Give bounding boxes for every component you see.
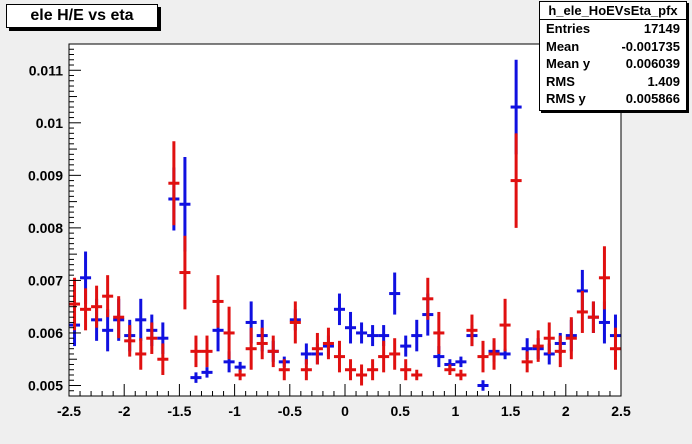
data-point-red — [333, 340, 345, 373]
stats-label: RMS — [546, 73, 575, 89]
data-point-red — [245, 327, 257, 370]
y-tick-label: 0.006 — [28, 325, 63, 341]
data-point-blue — [455, 356, 467, 368]
x-tick-label: 1 — [452, 403, 460, 419]
data-point-red — [102, 275, 114, 318]
data-point-red — [554, 335, 566, 368]
data-point-red — [267, 335, 279, 368]
x-tick-label: 2.5 — [611, 403, 631, 419]
data-point-blue — [400, 335, 412, 357]
stats-row-mean-y: Mean y 0.006039 — [540, 55, 686, 73]
y-tick-label: 0.005 — [28, 377, 63, 393]
data-point-red — [510, 133, 522, 228]
data-point-blue — [201, 367, 213, 378]
stats-row-rms: RMS 1.409 — [540, 73, 686, 91]
data-point-red — [311, 332, 323, 365]
data-point-red — [400, 359, 412, 381]
x-tick-label: 0 — [341, 403, 349, 419]
data-point-red — [289, 301, 301, 344]
data-point-blue — [356, 322, 368, 344]
data-point-red — [168, 141, 180, 226]
stats-value: 0.005866 — [625, 91, 680, 107]
data-point-red — [322, 327, 334, 360]
data-point-red — [367, 359, 379, 381]
stats-histogram-name: h_ele_HoEVsEta_pfx — [540, 2, 686, 20]
data-point-red — [179, 235, 191, 310]
data-point-red — [521, 351, 533, 373]
data-point-red — [532, 330, 544, 362]
stats-value: -0.001735 — [621, 38, 680, 54]
data-point-red — [598, 246, 610, 310]
stats-label: Mean — [546, 38, 580, 54]
data-point-red — [80, 288, 92, 331]
stats-value: 1.409 — [647, 73, 680, 89]
data-point-blue — [345, 311, 357, 344]
data-point-red — [488, 338, 500, 370]
data-point-red — [234, 369, 246, 381]
y-tick-label: 0.009 — [28, 167, 63, 183]
x-tick-label: 0.5 — [390, 403, 410, 419]
data-point-red — [389, 338, 401, 370]
data-point-red — [411, 369, 423, 381]
data-point-red — [378, 340, 390, 373]
data-point-red — [157, 343, 169, 375]
data-point-red — [201, 335, 213, 368]
stats-label: Entries — [546, 21, 591, 36]
data-point-red — [300, 359, 312, 381]
data-point-red — [69, 277, 81, 331]
data-point-red — [609, 327, 621, 370]
x-tick-label: 1.5 — [501, 403, 521, 419]
stats-value: 17149 — [643, 21, 680, 36]
stats-box: h_ele_HoEVsEta_pfx Entries 17149 Mean -0… — [539, 1, 687, 111]
data-point-red — [499, 298, 511, 352]
y-tick-label: 0.011 — [29, 62, 63, 78]
stats-label: Mean y — [546, 56, 591, 72]
data-point-red — [433, 311, 445, 354]
data-point-red — [91, 285, 103, 328]
data-point-red — [256, 327, 268, 360]
x-tick-label: -2 — [118, 403, 131, 419]
stats-value: 0.006039 — [625, 56, 680, 72]
data-point-red — [223, 306, 235, 360]
y-tick-label: 0.008 — [28, 220, 63, 236]
data-point-blue — [367, 325, 379, 347]
y-tick-label: 0.01 — [36, 115, 63, 131]
data-point-red — [124, 325, 136, 357]
data-point-blue — [190, 372, 202, 383]
data-point-red — [565, 317, 577, 360]
data-point-red — [444, 364, 456, 375]
data-point-red — [190, 335, 202, 368]
data-point-red — [587, 301, 599, 333]
data-point-red — [466, 314, 478, 347]
stats-row-rms-y: RMS y 0.005866 — [540, 90, 686, 108]
data-point-red — [345, 359, 357, 381]
x-tick-label: 2 — [562, 403, 570, 419]
data-point-red — [146, 322, 158, 354]
data-point-red — [113, 296, 125, 339]
stats-row-mean: Mean -0.001735 — [540, 38, 686, 56]
data-point-red — [576, 290, 588, 333]
y-tick-label: 0.007 — [28, 272, 63, 288]
data-point-red — [278, 359, 290, 381]
data-point-blue — [135, 298, 147, 341]
x-tick-label: -1.5 — [167, 403, 191, 419]
data-point-blue — [389, 272, 401, 315]
data-point-blue — [411, 319, 423, 352]
data-point-red — [455, 369, 467, 381]
stats-row-entries: Entries 17149 — [540, 20, 686, 38]
histogram-title: ele H/E vs eta — [6, 4, 158, 28]
data-point-red — [422, 277, 434, 320]
data-point-red — [477, 340, 489, 373]
data-point-red — [356, 364, 368, 386]
data-point-red — [212, 275, 224, 328]
data-point-red — [543, 322, 555, 354]
x-tick-label: -2.5 — [57, 403, 81, 419]
x-tick-label: -1 — [228, 403, 241, 419]
stats-label: RMS y — [546, 91, 586, 107]
data-point-red — [135, 338, 147, 370]
data-point-blue — [477, 380, 489, 391]
data-point-blue — [333, 293, 345, 326]
x-tick-label: -0.5 — [278, 403, 302, 419]
